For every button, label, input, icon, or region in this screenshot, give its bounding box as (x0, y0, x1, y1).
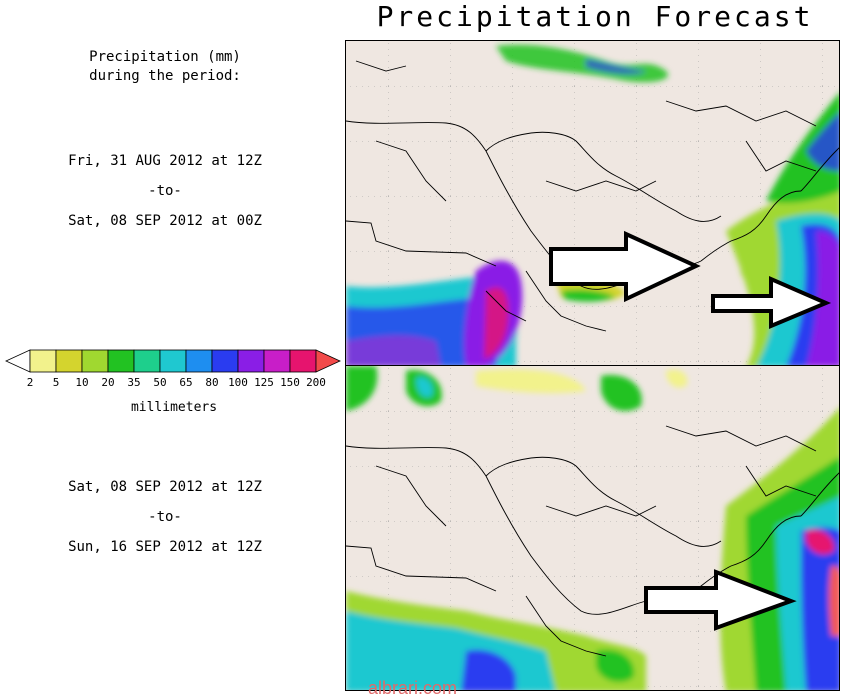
period2-block: Sat, 08 SEP 2012 at 12Z -to- Sun, 16 SEP… (0, 479, 330, 555)
period2-sep: -to- (148, 509, 182, 525)
legend-tick-label: 2 (27, 376, 34, 389)
map-period2-svg (346, 366, 839, 690)
legend-swatch (159, 349, 187, 373)
map-period1-svg (346, 41, 839, 365)
color-scale-legend: 2 5 10 20 35 50 65 80 100 125 150 200 millimeters (4, 348, 344, 418)
period2-end: Sun, 16 SEP 2012 at 12Z (68, 539, 262, 555)
legend-swatch (55, 349, 83, 373)
legend-swatch (133, 349, 161, 373)
legend-tick-label: 65 (179, 376, 192, 389)
legend-tick-label: 10 (75, 376, 88, 389)
watermark: albrari.com (368, 678, 458, 698)
legend-tick-label: 5 (53, 376, 60, 389)
color-scale-svg: 2 5 10 20 35 50 65 80 100 125 150 200 millimeters (5, 349, 341, 415)
legend-unit-label: millimeters (131, 400, 217, 415)
coastlines-period1 (346, 60, 839, 332)
forecast-arrows-period1 (549, 230, 832, 330)
legend-ticks: 2 5 10 20 35 50 65 80 100 125 150 200 (27, 376, 326, 389)
legend-tick-label: 35 (127, 376, 140, 389)
map-panel-period2 (345, 365, 840, 691)
forecast-arrows-period2 (644, 569, 797, 631)
legend-tick-label: 100 (228, 376, 248, 389)
legend-tick-label: 200 (306, 376, 326, 389)
legend-swatch (289, 349, 317, 373)
period1-end: Sat, 08 SEP 2012 at 00Z (68, 213, 262, 229)
legend-tick-label: 80 (205, 376, 218, 389)
precip-header-line1: Precipitation (mm) (89, 49, 241, 65)
map-panel-period1 (345, 40, 840, 366)
page-title: Precipitation Forecast (376, 0, 814, 33)
legend-tick-label: 150 (280, 376, 300, 389)
legend-swatch (263, 349, 291, 373)
arrow-1 (549, 230, 701, 303)
legend-swatch (107, 349, 135, 373)
legend-tick-label: 125 (254, 376, 274, 389)
legend-swatch (81, 349, 109, 373)
legend-swatch (29, 349, 57, 373)
arrow-2 (711, 275, 832, 330)
period1-sep: -to- (148, 183, 182, 199)
legend-tick-label: 20 (101, 376, 114, 389)
precip-header-line2: during the period: (89, 68, 241, 84)
legend-cap-high (315, 349, 341, 373)
legend-tick-label: 50 (153, 376, 166, 389)
precip-areas-period2 (346, 366, 839, 690)
legend-swatches (5, 349, 341, 373)
legend-swatch (185, 349, 213, 373)
period1-block: Fri, 31 AUG 2012 at 12Z -to- Sat, 08 SEP… (0, 153, 330, 229)
period2-start: Sat, 08 SEP 2012 at 12Z (68, 479, 262, 495)
legend-swatch (237, 349, 265, 373)
period1-start: Fri, 31 AUG 2012 at 12Z (68, 153, 262, 169)
precip-header: Precipitation (mm) during the period: (0, 49, 330, 84)
legend-cap-low (5, 349, 31, 373)
legend-swatch (211, 349, 239, 373)
arrow-3 (644, 569, 797, 631)
